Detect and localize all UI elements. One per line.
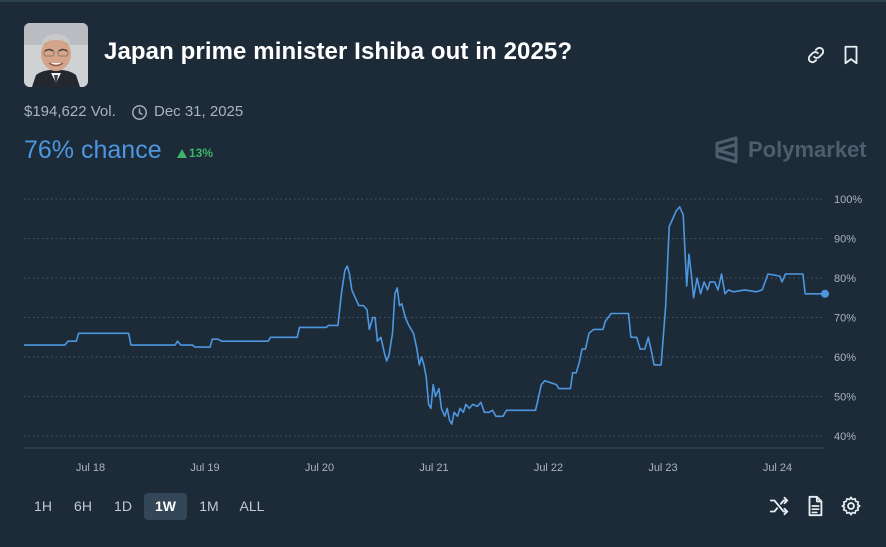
market-title: Japan prime minister Ishiba out in 2025? <box>104 38 573 65</box>
series-line <box>24 206 825 425</box>
chance-value: 76% chance <box>24 136 162 164</box>
x-tick-label: Jul 24 <box>763 462 792 474</box>
shuffle-icon <box>769 496 789 516</box>
brand-logo: Polymarket <box>714 136 867 164</box>
timeframe-1m[interactable]: 1M <box>199 498 219 514</box>
timeframe-1h[interactable]: 1H <box>34 498 52 514</box>
timeframe-6h[interactable]: 6H <box>74 498 92 514</box>
y-tick-label: 50% <box>834 392 856 404</box>
x-tick-label: Jul 22 <box>534 462 563 474</box>
gear-icon <box>841 496 861 516</box>
y-tick-label: 40% <box>834 431 856 443</box>
timeframe-all[interactable]: ALL <box>239 498 265 514</box>
top-divider <box>0 0 886 2</box>
brand-name: Polymarket <box>748 137 867 162</box>
y-tick-label: 60% <box>834 352 856 364</box>
volume-label: $194,622 Vol. <box>24 103 116 120</box>
x-tick-label: Jul 19 <box>190 462 219 474</box>
chance-change: 13% <box>177 146 213 160</box>
copy-link-button[interactable] <box>805 44 827 66</box>
probability-chart: 100% 90% 80% 70% 60% 50% 40% Jul 18 Jul 19 Jul 20… <box>24 194 862 474</box>
document-icon <box>808 495 823 517</box>
y-tick-label: 80% <box>834 273 856 285</box>
shuffle-button[interactable] <box>768 495 790 517</box>
current-value-dot <box>821 289 829 298</box>
y-tick-label: 70% <box>834 313 856 325</box>
x-tick-label: Jul 23 <box>648 462 677 474</box>
timeframe-1d[interactable]: 1D <box>114 498 132 514</box>
end-date-label: Dec 31, 2025 <box>154 103 244 120</box>
triangle-up-icon <box>177 148 187 158</box>
avatar <box>24 23 88 87</box>
x-tick-label: Jul 21 <box>419 462 448 474</box>
chance-change-value: 13% <box>189 146 214 160</box>
y-tick-label: 90% <box>834 234 856 246</box>
x-tick-label: Jul 20 <box>305 462 334 474</box>
timeframe-1w[interactable]: 1W <box>144 493 187 520</box>
bookmark-button[interactable] <box>840 44 862 66</box>
settings-button[interactable] <box>840 495 862 517</box>
rules-button[interactable] <box>804 495 826 517</box>
clock-icon <box>132 105 147 120</box>
y-tick-label: 100% <box>834 194 862 206</box>
portrait-photo <box>24 23 88 87</box>
bookmark-icon <box>844 45 858 65</box>
x-tick-label: Jul 18 <box>76 462 105 474</box>
polymarket-logo <box>715 136 738 164</box>
link-icon <box>807 46 825 64</box>
